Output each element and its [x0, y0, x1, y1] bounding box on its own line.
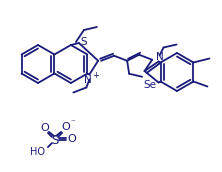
- Text: Se: Se: [143, 79, 156, 89]
- Text: S: S: [51, 133, 59, 147]
- Text: N: N: [85, 74, 92, 84]
- Text: N: N: [156, 51, 163, 62]
- Text: O: O: [68, 134, 76, 144]
- Text: +: +: [92, 71, 99, 80]
- Text: HO: HO: [30, 147, 46, 157]
- Text: O: O: [41, 123, 49, 133]
- Text: S: S: [81, 37, 87, 47]
- Text: ⁻: ⁻: [71, 118, 75, 127]
- Text: O: O: [62, 122, 70, 132]
